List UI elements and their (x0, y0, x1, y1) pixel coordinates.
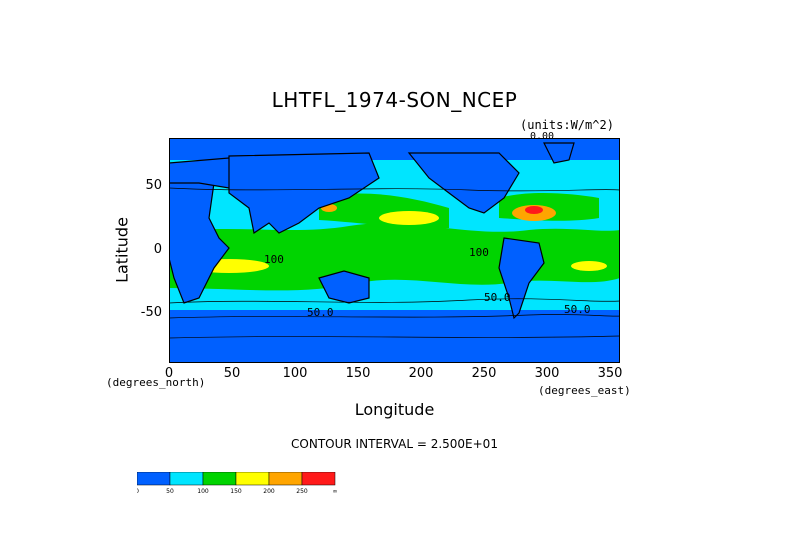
land-greenland (543, 142, 575, 164)
units-label: (units:W/m^2) (520, 118, 614, 132)
colorbar-swatch (235, 472, 270, 486)
contour-interval-label: CONTOUR INTERVAL = 2.500E+01 (291, 437, 498, 451)
x-tick-label: 0 (164, 366, 174, 381)
contour-line (169, 187, 620, 192)
field-south-polar (169, 310, 620, 363)
colorbar-label: 250 (296, 488, 308, 495)
plot-frame (169, 138, 620, 363)
x-tick-label: 350 (597, 366, 623, 381)
colorbar-swatch (268, 472, 303, 486)
contour-line (169, 298, 620, 304)
contour-label: 100 (469, 246, 489, 259)
land-asia (228, 152, 380, 234)
y-tick-label: 50 (145, 178, 162, 193)
field-south-atlantic-yellow (571, 261, 607, 271)
colorbar-label: ∞ (333, 488, 338, 495)
y-tick-label: -50 (140, 305, 162, 320)
colorbar-label: 150 (230, 488, 242, 495)
x-tick-label: 150 (345, 366, 371, 381)
colorbar-label: 200 (263, 488, 275, 495)
x-tick-label: 250 (471, 366, 497, 381)
x-tick-label: 300 (534, 366, 560, 381)
colorbar-label: 50 (166, 488, 174, 495)
x-tick-label: 50 (223, 366, 241, 381)
land-australia (318, 270, 370, 304)
map-plot: 50.0 50.0 100 100 50.0 (169, 138, 620, 363)
contour-label: 50.0 (484, 291, 511, 304)
y-axis-units: (degrees_north) (106, 376, 206, 389)
land-north-america (407, 152, 520, 214)
chart-title: LHTFL_1974-SON_NCEP (271, 88, 518, 112)
y-axis-label: Latitude (112, 217, 132, 283)
units-extra-label: 0.00 (530, 131, 555, 142)
y-tick-label: 0 (153, 242, 162, 257)
field-gulf-stream-red (525, 206, 543, 214)
x-tick-label: 200 (408, 366, 434, 381)
x-axis-label: Longitude (354, 400, 435, 419)
land-south-america (498, 237, 545, 320)
colorbar-swatch (169, 472, 204, 486)
colorbar-label: 0 (137, 488, 139, 495)
colorbar-swatch (202, 472, 237, 486)
contour-label: 50.0 (564, 303, 591, 316)
contour-label: 100 (264, 253, 284, 266)
colorbar-swatch (137, 472, 171, 486)
colorbar: 0 50 100 150 200 250 ∞ (137, 472, 338, 495)
contour-label: 50.0 (307, 306, 334, 319)
contour-line (169, 314, 620, 319)
colorbar-swatch (301, 472, 336, 486)
x-axis-units: (degrees_east) (538, 384, 631, 397)
contour-line (169, 335, 620, 339)
field-north-pacific-yellow (379, 211, 439, 225)
x-tick-label: 100 (282, 366, 308, 381)
colorbar-label: 100 (197, 488, 209, 495)
